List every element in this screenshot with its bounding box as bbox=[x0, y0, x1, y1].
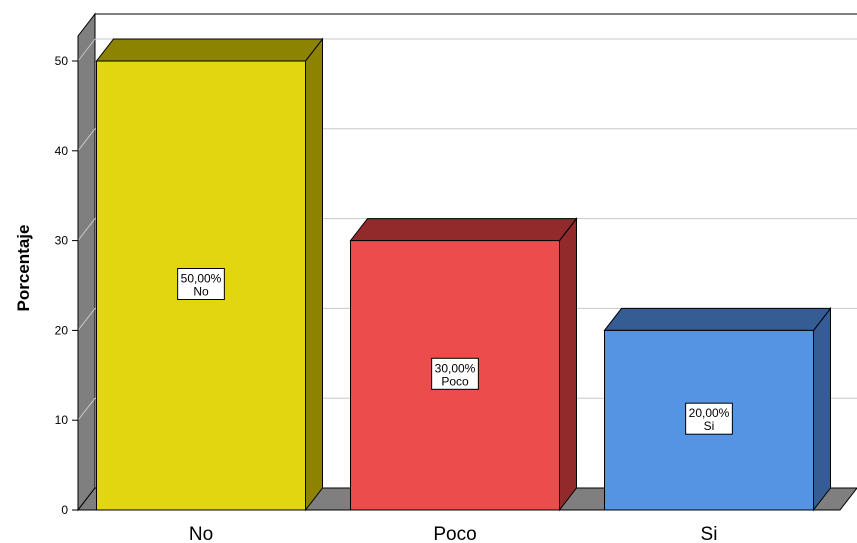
data-label-value: 30,00% bbox=[435, 361, 476, 375]
gridline-side bbox=[77, 218, 96, 241]
data-label-box bbox=[685, 402, 733, 435]
gridline-side bbox=[77, 128, 96, 152]
x-tick-label: Poco bbox=[433, 524, 476, 543]
bars: 50,00%No 30,00%Poco 20,00%Si bbox=[95, 37, 832, 512]
bar-top-face bbox=[349, 218, 578, 242]
bar-front-face bbox=[604, 329, 814, 511]
bar-poco: 30,00%Poco bbox=[349, 217, 578, 512]
gridline-side bbox=[77, 308, 96, 331]
bar-no: 50,00%No bbox=[95, 37, 324, 512]
left-side-wall bbox=[77, 12, 96, 512]
bar-top-face bbox=[603, 307, 832, 331]
y-axis-title: Porcentaje bbox=[14, 225, 33, 312]
bar-side-face bbox=[813, 306, 831, 512]
bar-si: 20,00%Si bbox=[603, 306, 832, 512]
gridline-side bbox=[77, 38, 96, 62]
bar-side-face bbox=[305, 37, 323, 512]
data-label-value: 20,00% bbox=[689, 406, 730, 420]
gridline-side bbox=[77, 397, 96, 421]
x-tick-label: Si bbox=[701, 524, 718, 543]
y-tick-label: 40 bbox=[55, 144, 69, 158]
x-tick-label: No bbox=[189, 524, 213, 543]
bar-side-face bbox=[559, 217, 577, 512]
y-tick-label: 10 bbox=[55, 413, 69, 427]
y-tick-label: 30 bbox=[55, 234, 69, 248]
data-label-category: No bbox=[193, 285, 209, 299]
bar-top-face bbox=[95, 38, 324, 62]
data-label: 30,00%Poco bbox=[431, 357, 479, 390]
data-label-value: 50,00% bbox=[181, 272, 222, 286]
data-label-box bbox=[177, 268, 225, 300]
y-axis: 0 10 20 30 40 50 bbox=[55, 36, 79, 517]
data-label: 20,00%Si bbox=[685, 402, 733, 435]
data-label: 50,00%No bbox=[177, 268, 225, 300]
x-axis: No Poco Si bbox=[189, 524, 718, 543]
y-tick-label: 50 bbox=[55, 54, 69, 68]
data-label-category: Poco bbox=[441, 374, 469, 388]
data-label-box bbox=[431, 357, 479, 390]
y-tick-label: 0 bbox=[61, 503, 68, 517]
y-tick-label: 20 bbox=[55, 323, 69, 337]
data-label-category: Si bbox=[704, 419, 715, 433]
